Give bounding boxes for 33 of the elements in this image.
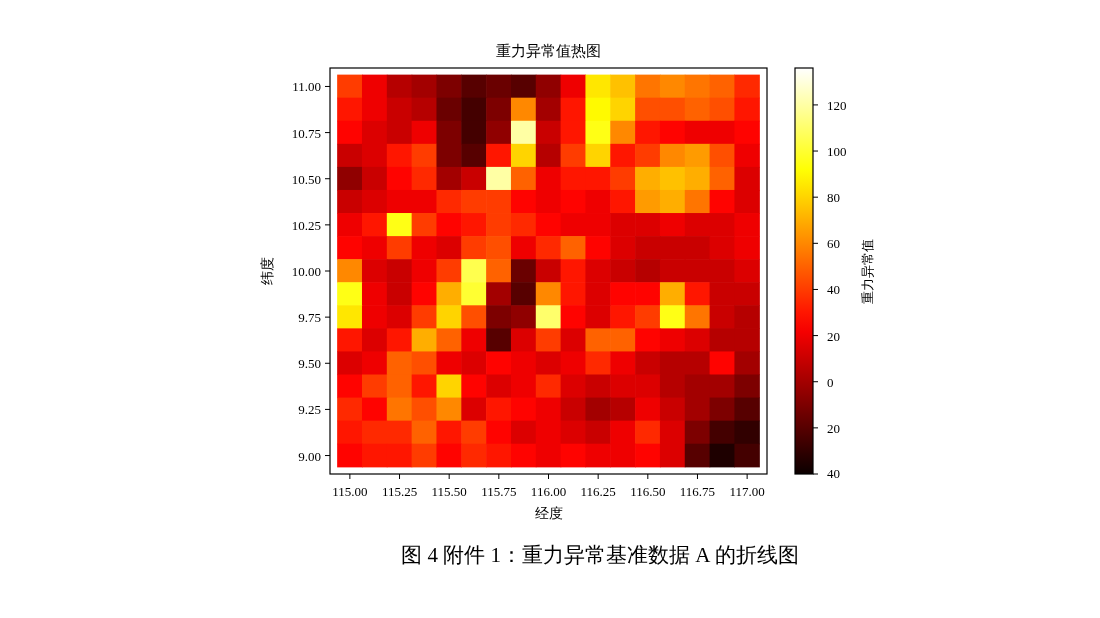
colorbar: 40 20 0 20 40 60 80 100 120 重力异常值	[794, 67, 875, 481]
x-tick-label: 116.25	[580, 484, 616, 499]
chart-title: 重力异常值热图	[496, 43, 601, 59]
y-tick-label: 11.00	[292, 79, 321, 95]
x-tick-label: 116.00	[530, 484, 567, 499]
y-axis-title: 纬度	[260, 257, 275, 285]
color-bar-label: 0	[827, 374, 834, 390]
caption: 图 4 附件 1：重力异常基准数据 A 的折线图	[401, 543, 799, 567]
x-axis-title: 经度	[534, 506, 563, 521]
x-tick-label: 116.75	[679, 484, 716, 499]
color-bar-label: 100	[827, 144, 847, 160]
color-bar-label: 40	[827, 282, 840, 298]
y-tick-label: 10.25	[291, 217, 321, 233]
x-tick-label: 115.25	[381, 484, 418, 499]
y-tick-label: 10.00	[291, 264, 321, 279]
x-tick-label: 115.50	[431, 484, 467, 499]
x-tick-label: 115.75	[481, 484, 517, 499]
y-tick-label: 9.75	[298, 310, 321, 326]
color-bar-title: 重力异常值	[860, 238, 875, 304]
y-tick-label: 9.50	[298, 356, 321, 372]
y-tick-label: 9.00	[298, 448, 321, 464]
color-bar-label: 120	[827, 97, 847, 113]
color-bar-label: 40	[827, 466, 840, 481]
x-tick-label: 117.00	[729, 484, 765, 499]
y-tick-label: 10.50	[291, 171, 321, 187]
y-tick-label: 10.75	[291, 125, 321, 141]
x-tick-label: 115.00	[332, 484, 368, 499]
y-tick-label: 9.25	[298, 402, 321, 418]
x-tick-label: 116.50	[630, 484, 666, 499]
color-bar-label: 20	[827, 328, 840, 344]
color-bar-label: 80	[827, 190, 840, 206]
color-bar-label: 60	[827, 236, 840, 252]
color-bar-label: 20	[827, 420, 840, 436]
